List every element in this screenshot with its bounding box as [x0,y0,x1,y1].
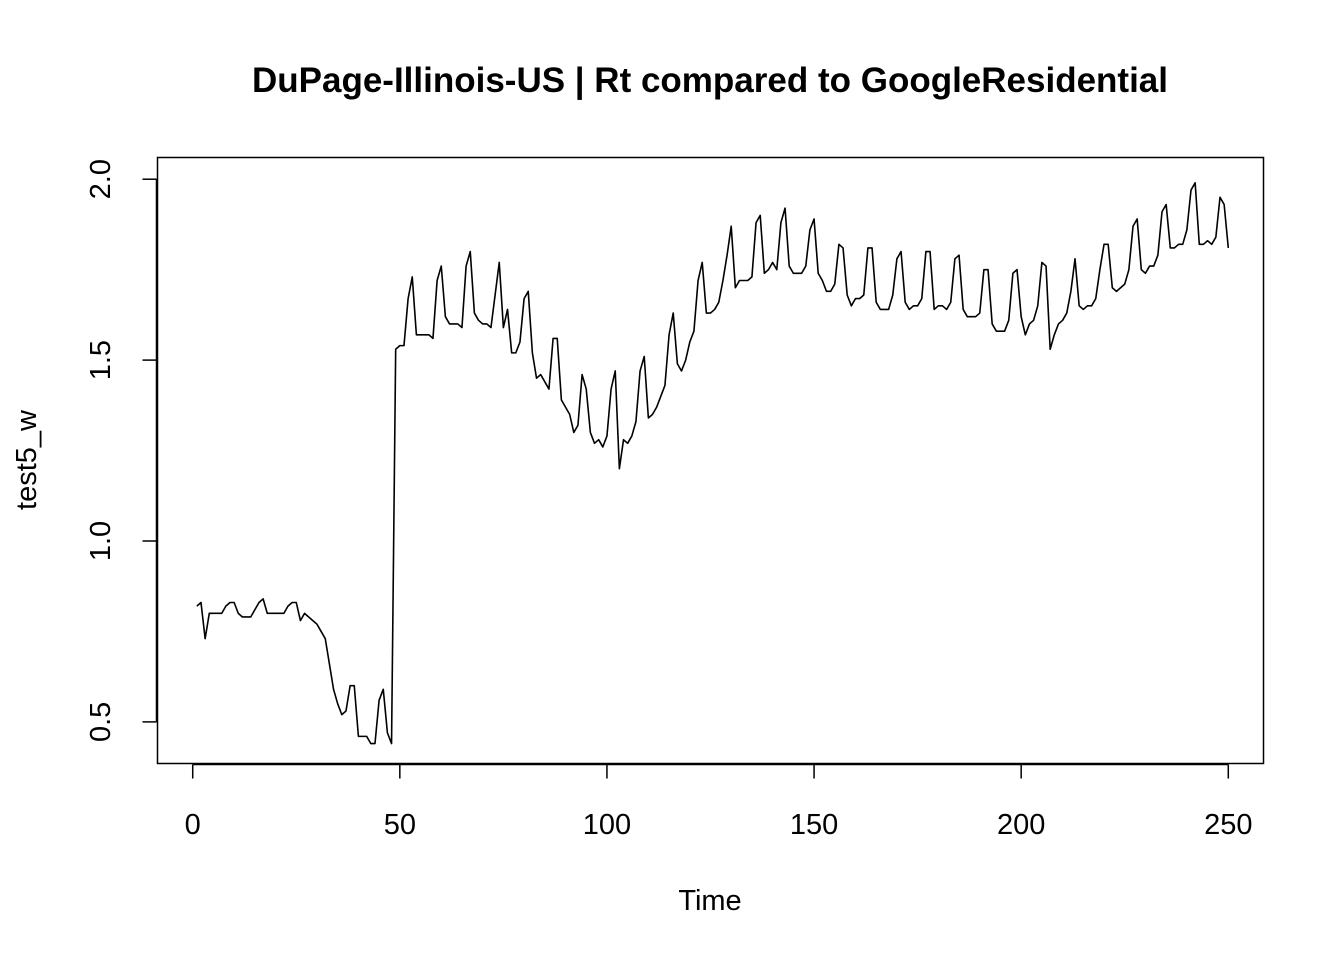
y-axis-label: test5_w [11,409,43,510]
series-layer [196,182,1230,745]
x-tick-label: 150 [790,809,838,841]
x-tick-label: 250 [1204,809,1252,841]
x-tick-label: 200 [997,809,1045,841]
chart-title: DuPage-Illinois-US | Rt compared to Goog… [252,61,1168,100]
series-line [196,182,1230,745]
y-tick-label: 1.0 [85,521,117,561]
x-tick-label: 50 [384,809,416,841]
y-tick-label: 1.5 [85,340,117,380]
x-tick-label: 100 [583,809,631,841]
x-axis-label: Time [678,885,741,917]
y-tick-label: 2.0 [85,159,117,199]
x-tick-label: 0 [185,809,201,841]
plot-frame [156,156,1265,765]
x-axis: 0 50 100 150 200 250 [185,763,1252,841]
y-axis: 0.5 1.0 1.5 2.0 [85,159,158,742]
y-tick-label: 0.5 [85,702,117,742]
